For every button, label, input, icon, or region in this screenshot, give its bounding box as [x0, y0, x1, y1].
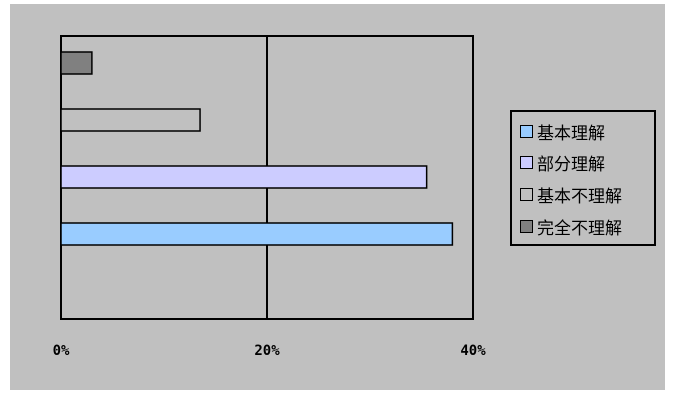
legend-swatch — [520, 187, 533, 201]
x-tick-label: 20% — [254, 343, 280, 359]
bar — [60, 108, 201, 132]
legend: 基本理解 部分理解 基本不理解 完全不理解 — [510, 110, 656, 246]
bar — [60, 222, 454, 246]
legend-item: 完全不理解 — [520, 214, 622, 239]
x-tick-label: 0% — [53, 343, 70, 359]
legend-label: 完全不理解 — [537, 218, 622, 239]
legend-item: 基本不理解 — [520, 182, 622, 207]
bar-chart: 0% 20% 40% — [53, 35, 486, 359]
legend-item: 部分理解 — [520, 150, 605, 175]
x-tick-label: 40% — [460, 343, 486, 359]
legend-item: 基本理解 — [520, 119, 605, 144]
legend-swatch — [520, 219, 533, 233]
legend-label: 基本不理解 — [537, 186, 622, 207]
bar — [60, 51, 93, 75]
legend-label: 基本理解 — [537, 123, 605, 144]
legend-label: 部分理解 — [537, 154, 605, 175]
legend-swatch — [520, 155, 533, 169]
chart-area: 0% 20% 40% 基本理解 部分理解 基本不理解 完全不理解 — [10, 4, 665, 390]
bar — [60, 165, 428, 189]
legend-swatch — [520, 124, 533, 138]
